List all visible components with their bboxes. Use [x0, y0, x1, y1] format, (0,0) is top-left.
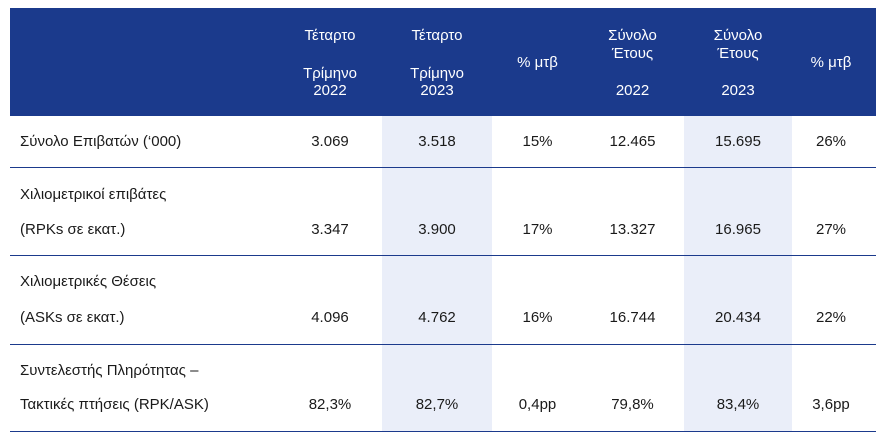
cell: 13.327 — [609, 221, 656, 238]
cell: 12.465 — [609, 133, 656, 150]
cell: 82,3% — [308, 396, 352, 413]
header-q4-2023: Τέταρτο Τρίμηνο 2023 — [382, 8, 492, 116]
row-label: Σύνολο Επιβατών (‘000) — [20, 133, 182, 150]
cell: 3.900 — [418, 221, 456, 238]
cell: 4.096 — [311, 309, 349, 326]
cell: 17% — [522, 221, 553, 238]
cell: 3,6pp — [812, 396, 850, 413]
highlight-column — [684, 168, 792, 255]
header-text: 2023 — [721, 82, 755, 99]
table-row: Συντελεστής Πληρότητας – Τακτικές πτήσει… — [10, 345, 876, 432]
header-text: Τέταρτο — [304, 27, 356, 44]
header-text: 2022 — [313, 82, 347, 99]
cell: 3.069 — [311, 133, 349, 150]
cell: 16% — [522, 309, 553, 326]
header-yoy-year: % μτβ — [786, 8, 876, 116]
table-row: Χιλιομετρικές Θέσεις (ASKs σε εκατ.) 4.0… — [10, 256, 876, 345]
highlight-column — [382, 116, 492, 167]
table-row: Σύνολο Επιβατών (‘000) 3.069 3.518 15% 1… — [10, 116, 876, 168]
header-text: Τέταρτο — [411, 27, 463, 44]
cell: 15% — [522, 133, 553, 150]
highlight-column — [382, 256, 492, 344]
row-label: Τακτικές πτήσεις (RPK/ASK) — [20, 396, 209, 413]
row-label: (RPKs σε εκατ.) — [20, 221, 126, 238]
cell: 3.518 — [418, 133, 456, 150]
highlight-column — [684, 116, 792, 167]
highlight-column — [382, 168, 492, 255]
highlight-column — [684, 256, 792, 344]
cell: 3.347 — [311, 221, 349, 238]
header-text: Έτους — [611, 45, 654, 62]
header-text: 2022 — [615, 82, 650, 99]
header-text: % μτβ — [517, 54, 558, 71]
highlight-column — [684, 345, 792, 431]
header-text: Σύνολο — [608, 27, 657, 44]
row-label: Χιλιομετρικές Θέσεις — [20, 273, 157, 290]
row-label: Συντελεστής Πληρότητας – — [20, 362, 199, 379]
traffic-table: Τέταρτο Τρίμηνο 2022 Τέταρτο Τρίμηνο 202… — [10, 8, 876, 432]
header-text: Τρίμηνο — [410, 65, 464, 82]
cell: 26% — [815, 133, 847, 150]
row-label: (ASKs σε εκατ.) — [20, 309, 125, 326]
cell: 82,7% — [415, 396, 459, 413]
cell: 20.434 — [715, 309, 761, 326]
table-header: Τέταρτο Τρίμηνο 2022 Τέταρτο Τρίμηνο 202… — [10, 8, 876, 116]
header-fy-2023: Σύνολο Έτους 2023 — [684, 8, 792, 116]
highlight-column — [382, 345, 492, 431]
header-fy-2022: Σύνολο Έτους 2022 — [580, 8, 685, 116]
cell: 16.965 — [715, 221, 761, 238]
cell: 15.695 — [715, 133, 761, 150]
header-text: 2023 — [420, 82, 454, 99]
cell: 79,8% — [611, 396, 654, 413]
header-yoy-quarter: % μτβ — [490, 8, 585, 116]
header-text: % μτβ — [810, 54, 852, 71]
cell: 83,4% — [716, 396, 760, 413]
row-label: Χιλιομετρικοί επιβάτες — [20, 186, 167, 203]
header-text: Σύνολο — [713, 27, 763, 44]
header-text: Τρίμηνο — [303, 65, 357, 82]
table-row: Χιλιομετρικοί επιβάτες (RPKs σε εκατ.) 3… — [10, 168, 876, 256]
cell: 27% — [815, 221, 847, 238]
cell: 4.762 — [418, 309, 456, 326]
cell: 22% — [815, 309, 847, 326]
cell: 16.744 — [609, 309, 656, 326]
cell: 0,4pp — [518, 396, 557, 413]
header-text: Έτους — [717, 45, 759, 62]
header-q4-2022: Τέταρτο Τρίμηνο 2022 — [275, 8, 385, 116]
